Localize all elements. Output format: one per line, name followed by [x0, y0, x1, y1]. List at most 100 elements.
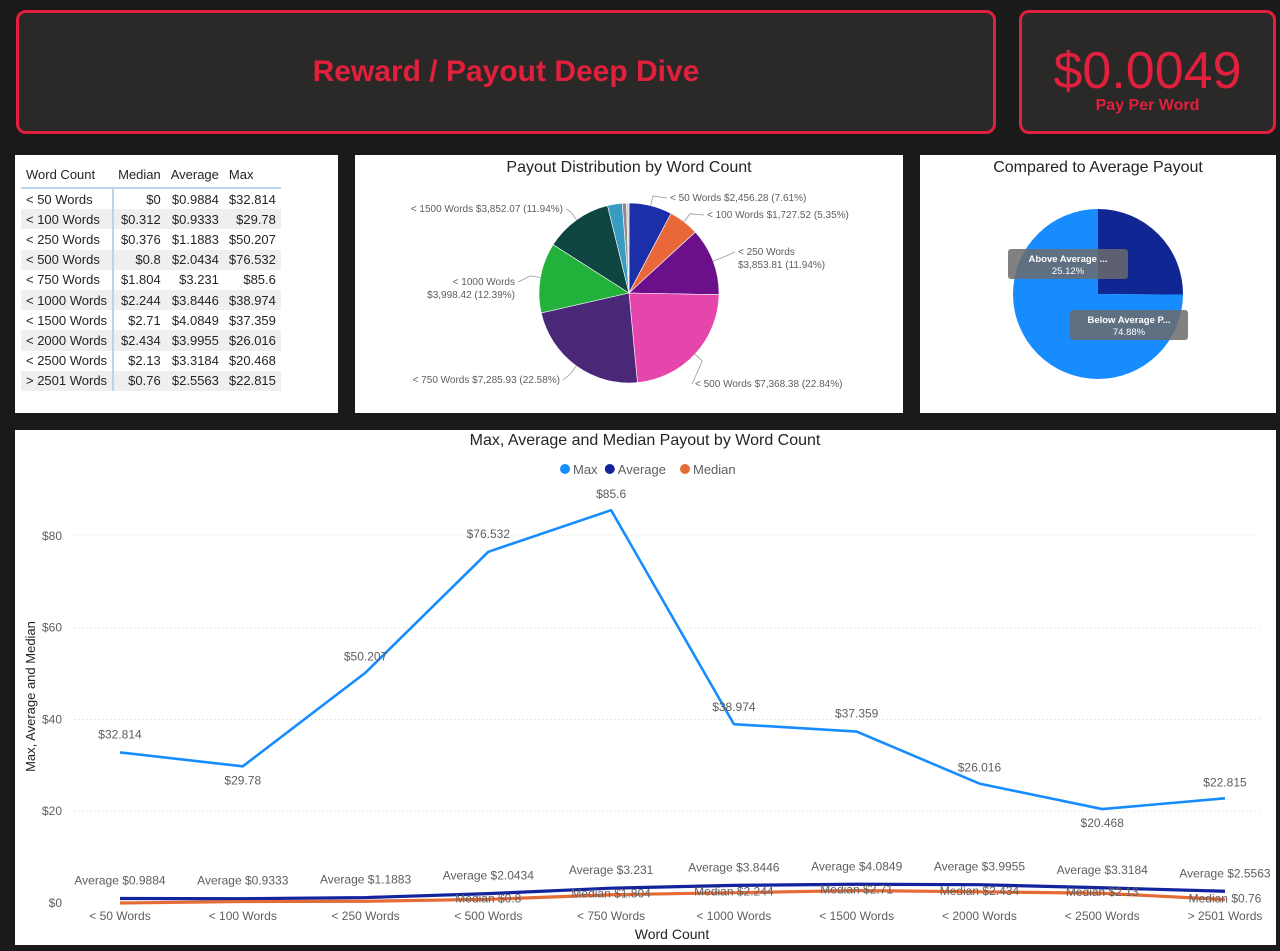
table-cell: $2.5563: [165, 370, 224, 391]
series-line-average[interactable]: [119, 882, 1226, 901]
pie-slice[interactable]: [628, 231, 720, 296]
pie-data-label: < 750 Words $7,285.93 (22.58%): [413, 375, 560, 386]
series-line-median[interactable]: [119, 888, 1226, 905]
average-comparison-chart[interactable]: Compared to Average Payout Above Average …: [920, 155, 1276, 413]
series-line-max[interactable]: [119, 508, 1226, 811]
table-cell: $4.0849: [171, 312, 219, 328]
table-cell: $29.78: [223, 209, 281, 230]
pie-slice[interactable]: [552, 205, 630, 294]
average-data-label: Average $3.231: [569, 863, 654, 877]
table-cell: $50.207: [228, 231, 276, 247]
table-cell: < 100 Words: [21, 209, 115, 230]
x-axis-title: Word Count: [635, 926, 710, 942]
page-title: Reward / Payout Deep Dive: [312, 55, 700, 88]
pie-slice[interactable]: [628, 292, 720, 383]
legend-label[interactable]: Median: [693, 462, 736, 477]
y-tick-label: $20: [42, 804, 62, 818]
table-cell: $85.6: [243, 272, 276, 288]
legend-marker[interactable]: [560, 464, 570, 474]
table-cell: $37.359: [228, 312, 276, 328]
average-comparison-panel[interactable]: Compared to Average Payout Above Average …: [920, 155, 1276, 413]
table-cell: $0: [146, 191, 161, 207]
kpi-label: Pay Per Word: [1095, 97, 1200, 114]
column-header-average[interactable]: Average: [165, 161, 224, 189]
table-row[interactable]: < 500 Words $0.8 $2.0434 $76.532: [21, 249, 281, 270]
y-tick-label: $40: [42, 712, 62, 726]
pie-data-label: < 500 Words $7,368.38 (22.84%): [695, 379, 842, 390]
table-cell: $3.9955: [165, 330, 224, 351]
table-cell: $2.71: [128, 312, 161, 328]
table-row[interactable]: > 2501 Words $0.76 $2.5563 $22.815: [21, 370, 281, 391]
table-cell: $2.0434: [165, 249, 224, 270]
x-tick-label: > 2501 Words: [1188, 909, 1263, 923]
pie-leader-line: [683, 213, 705, 222]
legend-marker[interactable]: [604, 464, 615, 474]
average-data-label: Average $3.9955: [934, 860, 1026, 874]
comparison-slice-percent: 74.88%: [1113, 327, 1146, 338]
x-tick-label: < 1000 Words: [696, 909, 771, 923]
kpi-card[interactable]: $0.0049 Pay Per Word: [1019, 10, 1276, 134]
comparison-slice-percent: 25.12%: [1052, 266, 1085, 277]
pie-leader-line: [713, 251, 736, 262]
payout-distribution-panel[interactable]: Payout Distribution by Word Count < 50 Wo…: [355, 155, 903, 413]
table-cell: < 500 Words: [21, 249, 115, 270]
pie-leader-line: [691, 353, 703, 385]
column-header-median[interactable]: Median: [113, 161, 166, 189]
table-cell: $0.312: [113, 209, 166, 230]
payout-line-chart[interactable]: Max, Average and Median Payout by Word C…: [15, 430, 1276, 945]
legend-marker[interactable]: [680, 464, 690, 474]
average-data-label: Average $0.9333: [197, 874, 289, 888]
table-header-row: Word Count Median Average Max: [21, 161, 281, 189]
table-row[interactable]: < 1500 Words $2.71 $4.0849 $37.359: [21, 310, 281, 331]
pie-leader-line: [517, 275, 541, 283]
table-cell: < 750 Words: [21, 269, 115, 290]
table-cell: > 2501 Words: [21, 370, 115, 391]
table-row[interactable]: < 250 Words $0.376 $1.1883 $50.207: [21, 229, 281, 250]
table-cell: $0.9884: [171, 191, 219, 207]
max-data-label: $76.532: [467, 527, 511, 541]
pie-data-label: < 1000 Words: [453, 277, 515, 288]
max-data-label: $20.468: [1081, 816, 1125, 830]
table-cell: $26.016: [223, 330, 281, 351]
table-row[interactable]: < 750 Words $1.804 $3.231 $85.6: [21, 269, 281, 290]
comparison-label-box: [1070, 310, 1188, 340]
y-tick-label: $0: [49, 896, 63, 910]
table-row[interactable]: < 1000 Words $2.244 $3.8446 $38.974: [21, 289, 281, 311]
column-header-word-count[interactable]: Word Count: [21, 161, 114, 189]
table-cell: $32.814: [228, 191, 276, 207]
pie-leader-line: [565, 208, 577, 221]
table-cell: $0.9333: [165, 209, 224, 230]
pie-slice[interactable]: [538, 244, 630, 314]
pie-data-label: < 50 Words $2,456.28 (7.61%): [670, 193, 806, 204]
pie-data-label: < 100 Words $1,727.52 (5.35%): [707, 210, 849, 221]
table-cell: < 1500 Words: [21, 310, 115, 331]
payout-distribution-chart[interactable]: Payout Distribution by Word Count < 50 Wo…: [355, 155, 903, 413]
column-header-max[interactable]: Max: [223, 161, 281, 189]
table-row[interactable]: < 2000 Words $2.434 $3.9955 $26.016: [21, 330, 281, 351]
payout-table-panel[interactable]: Word Count Median Average Max < 50 Words…: [15, 155, 338, 413]
max-data-label: $37.359: [835, 707, 879, 721]
pie-slice[interactable]: [626, 202, 630, 294]
table-row[interactable]: < 100 Words $0.312 $0.9333 $29.78: [21, 209, 281, 230]
pie-slice[interactable]: [540, 292, 638, 384]
legend-label[interactable]: Max: [573, 462, 598, 477]
line-chart-title: Max, Average and Median Payout by Word C…: [470, 432, 821, 449]
average-data-label: Average $2.5563: [1179, 866, 1271, 880]
table-cell: < 2500 Words: [21, 350, 115, 371]
median-data-label: Median $1.804: [571, 887, 651, 901]
payout-table[interactable]: Word Count Median Average Max < 50 Words…: [21, 161, 281, 391]
table-cell: $2.244: [113, 289, 166, 311]
pie-data-label: $3,998.42 (12.39%): [427, 290, 515, 301]
pie-leader-line: [562, 365, 577, 381]
table-row[interactable]: < 2500 Words $2.13 $3.3184 $20.468: [21, 350, 281, 371]
average-data-label: Average $3.3184: [1057, 863, 1149, 877]
table-cell: $3.8446: [165, 289, 224, 311]
max-data-label: $32.814: [98, 727, 142, 741]
y-tick-label: $60: [42, 621, 62, 635]
pie-data-label: < 250 Words: [738, 247, 795, 258]
table-cell: < 1000 Words: [21, 289, 115, 311]
payout-line-panel[interactable]: Max, Average and Median Payout by Word C…: [15, 430, 1276, 945]
legend-label[interactable]: Average: [618, 462, 666, 477]
max-data-label: $38.974: [712, 700, 756, 714]
table-row[interactable]: < 50 Words $0 $0.9884 $32.814: [21, 188, 281, 210]
